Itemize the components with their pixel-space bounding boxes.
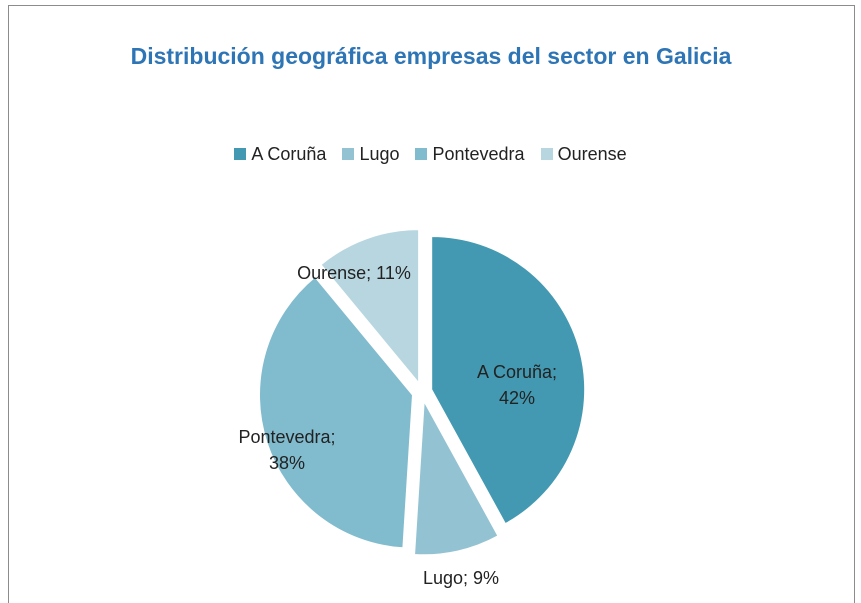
legend: A Coruña Lugo Pontevedra Ourense <box>0 144 861 165</box>
data-label: A Coruña; 42% <box>476 362 558 408</box>
legend-swatch <box>415 148 428 160</box>
pie-slice <box>259 276 414 549</box>
legend-label: A Coruña <box>251 144 327 164</box>
data-label: Ourense; 11% <box>297 263 411 283</box>
legend-swatch <box>234 148 247 160</box>
legend-item: A Coruña <box>234 144 326 165</box>
legend-item: Ourense <box>540 144 627 165</box>
legend-swatch <box>342 148 355 160</box>
chart-title: Distribución geográfica empresas del sec… <box>130 43 732 69</box>
legend-item: Pontevedra <box>415 144 525 165</box>
legend-label: Lugo <box>359 144 400 164</box>
legend-label: Ourense <box>557 144 627 164</box>
legend-item: Lugo <box>342 144 399 165</box>
data-label: Lugo; 9% <box>422 568 500 588</box>
pie-slice <box>320 229 420 384</box>
pie-slice <box>431 236 586 525</box>
pie-slice <box>414 400 499 556</box>
data-label: Pontevedra; 38% <box>238 427 336 473</box>
chart-border <box>8 5 855 603</box>
legend-label: Pontevedra <box>432 144 525 164</box>
legend-swatch <box>540 148 553 160</box>
